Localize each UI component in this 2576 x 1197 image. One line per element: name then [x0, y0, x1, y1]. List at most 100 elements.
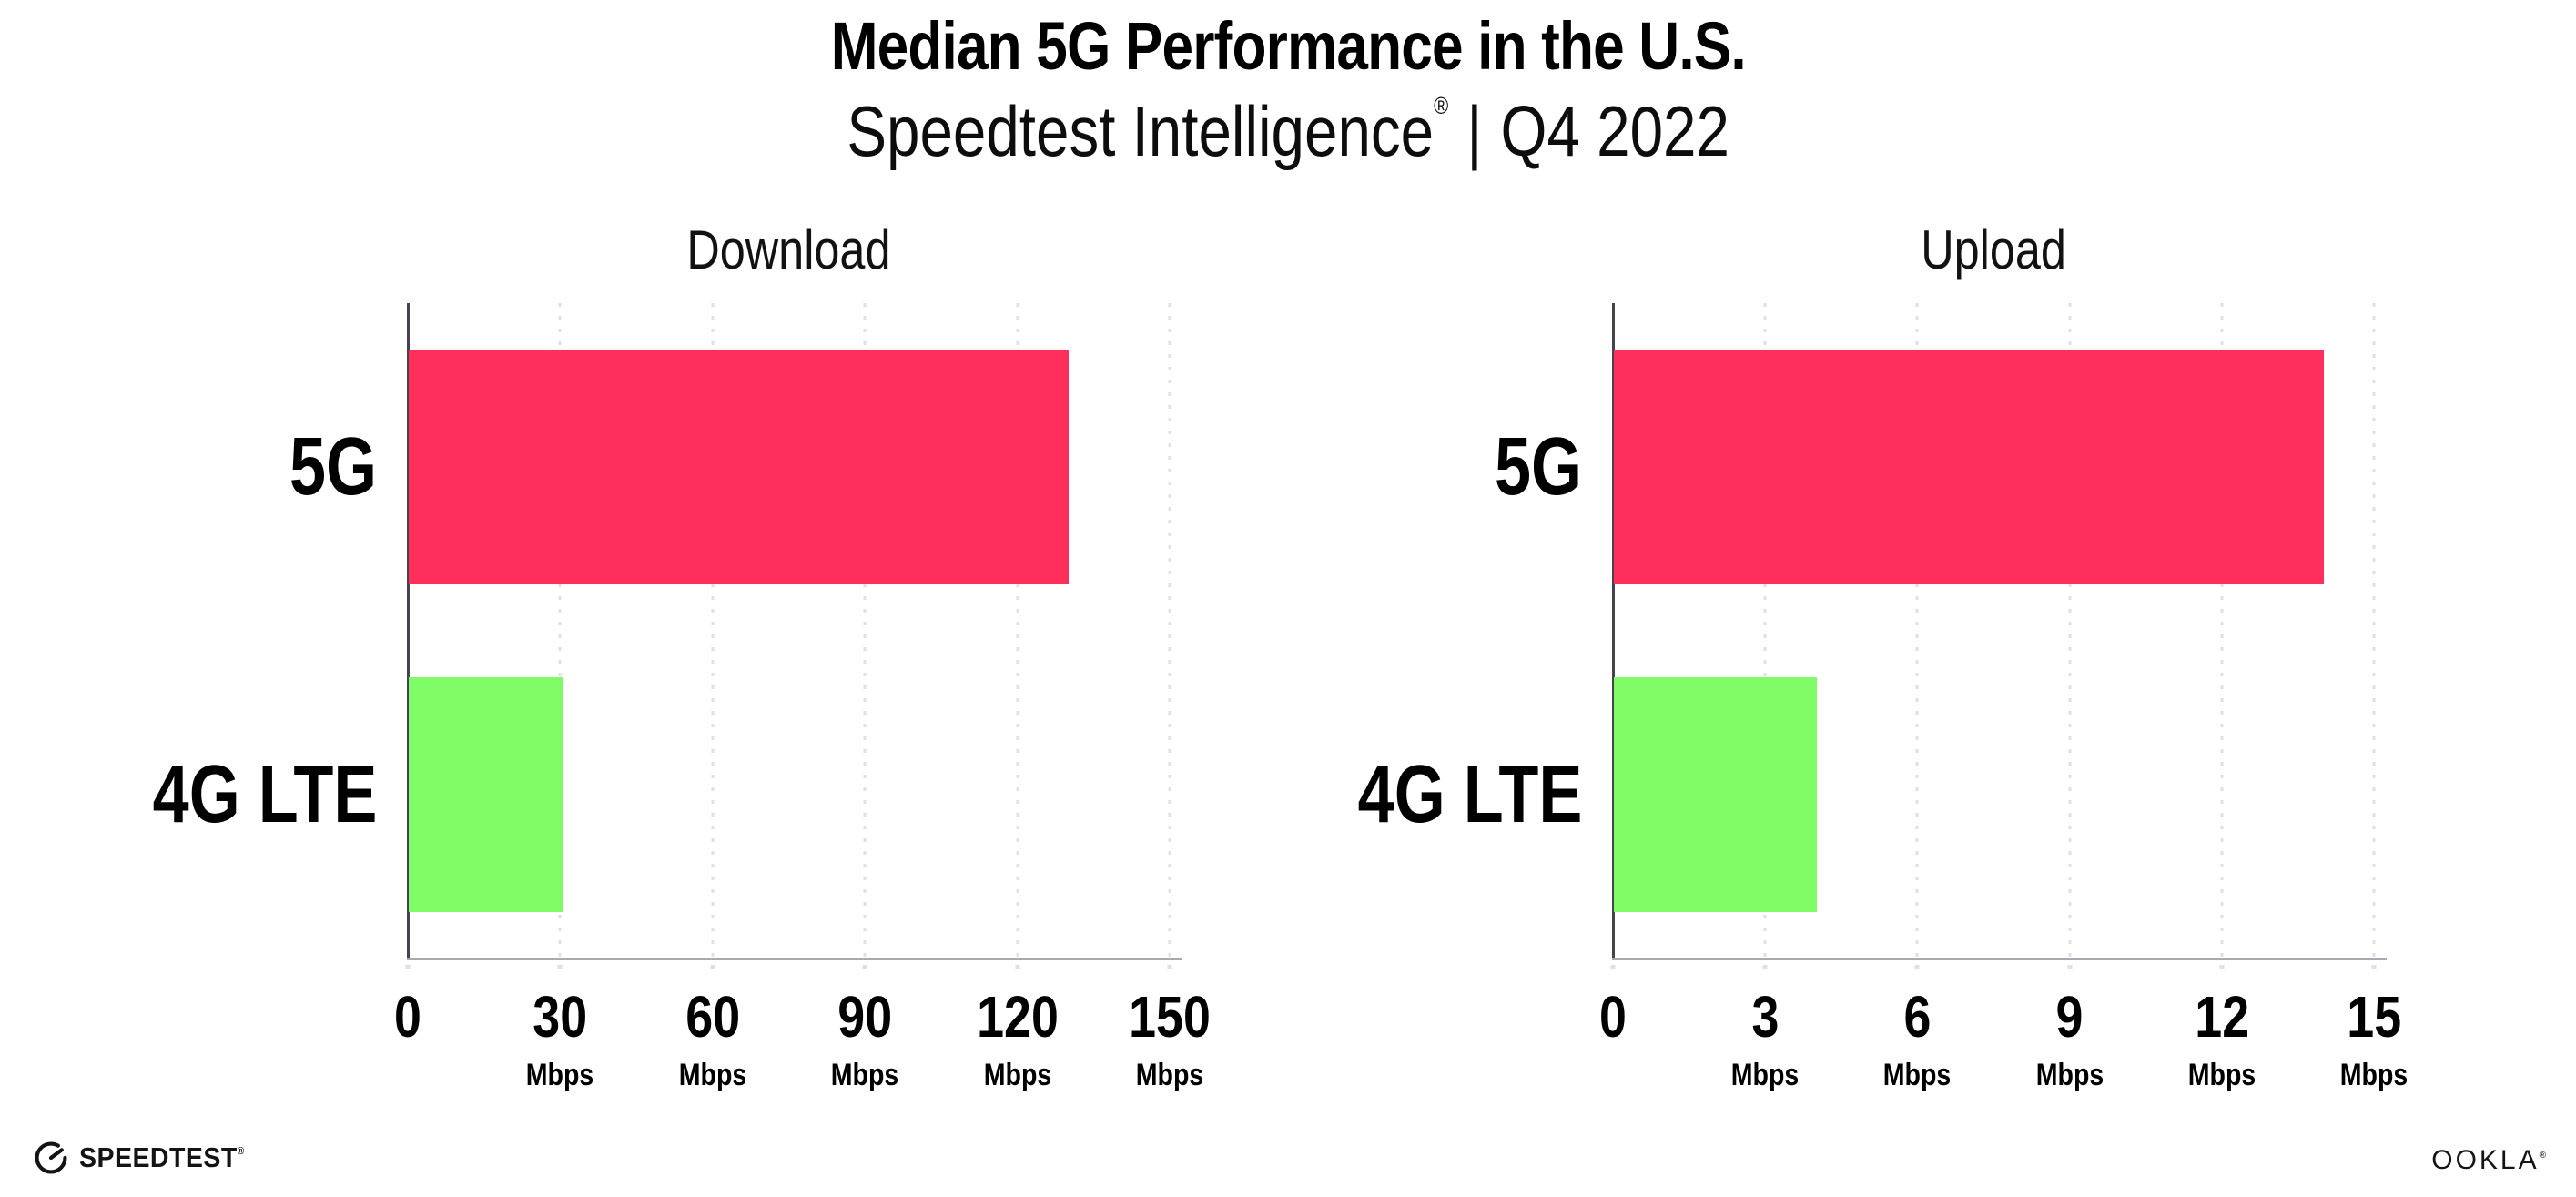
page-subtitle: Speedtest Intelligence® | Q4 2022	[0, 91, 2576, 173]
gridline-12	[2220, 303, 2224, 960]
tick-value: 30	[520, 988, 601, 1046]
page-title-text: Median 5G Performance in the U.S.	[830, 8, 1746, 84]
tick-unit-text: Mbps	[2187, 1058, 2257, 1092]
y-axis-line	[1612, 303, 1615, 959]
tick-unit-text: Mbps	[2035, 1058, 2104, 1092]
gridline-60	[711, 303, 715, 960]
upload-plot-area	[1610, 303, 2387, 969]
axis-tick-dot	[1914, 965, 1920, 969]
x-tick-0: 0	[1597, 959, 1629, 1046]
upload-chart-title-text: Upload	[1921, 219, 2066, 280]
y-axis-line	[407, 303, 410, 959]
tick-value: 0	[391, 988, 424, 1046]
axis-tick-dot	[1015, 965, 1020, 969]
tick-value: 12	[2181, 988, 2262, 1046]
tick-value-text: 30	[532, 984, 588, 1050]
subtitle-period: Q4 2022	[1500, 91, 1729, 171]
x-tick-3: 3 Mbps	[1725, 959, 1806, 1090]
download-plot-area	[405, 303, 1182, 969]
tick-unit: Mbps	[969, 1060, 1066, 1090]
x-tick-12: 12 Mbps	[2181, 959, 2262, 1090]
tick-value-text: 9	[2055, 984, 2084, 1050]
tick-value-text: 15	[2347, 984, 2401, 1050]
tick-value: 120	[969, 988, 1066, 1046]
tick-unit: Mbps	[2334, 1060, 2415, 1090]
x-tick-0: 0	[391, 959, 424, 1046]
axis-tick-dot	[862, 965, 867, 969]
axis-tick-dot	[2067, 965, 2073, 969]
axis-tick-dot	[2219, 965, 2225, 969]
category-label-5g: 5G	[0, 303, 377, 631]
tick-value: 9	[2029, 988, 2110, 1046]
tick-value-text: 6	[1903, 984, 1932, 1050]
gridline-15	[2372, 303, 2376, 960]
tick-unit-text: Mbps	[1883, 1058, 1952, 1092]
download-chart-title: Download	[408, 220, 1170, 280]
category-label-text: 4G LTE	[1357, 749, 1582, 840]
upload-x-axis-ticks: 0 3 Mbps 6 Mbps 9 Mbps 12 Mbps 15 Mbps	[1599, 959, 2408, 1113]
gridline-90	[863, 303, 867, 960]
ookla-label: OOKLA	[2431, 1145, 2540, 1175]
bar-4g-lte	[1614, 677, 1817, 912]
tick-unit: Mbps	[520, 1060, 601, 1090]
tick-unit-text: Mbps	[1135, 1058, 1204, 1092]
tick-value-text: 12	[2194, 984, 2249, 1050]
tick-unit-text: Mbps	[2339, 1058, 2409, 1092]
gridline-30	[558, 303, 562, 960]
upload-category-labels: 5G 4G LTE	[0, 303, 1582, 959]
gridline-150	[1168, 303, 1171, 960]
x-tick-60: 60 Mbps	[672, 959, 753, 1090]
download-category-labels: 5G 4G LTE	[0, 303, 377, 959]
tick-value: 3	[1725, 988, 1806, 1046]
bar-5g	[409, 350, 1070, 584]
x-tick-90: 90 Mbps	[825, 959, 906, 1090]
gridline-3	[1763, 303, 1767, 960]
axis-tick-dot	[405, 965, 411, 969]
tick-unit-text: Mbps	[678, 1058, 747, 1092]
x-axis-line	[1612, 958, 2387, 960]
category-label-text: 5G	[1494, 421, 1582, 512]
tick-unit: Mbps	[672, 1060, 753, 1090]
tick-unit-text: Mbps	[830, 1058, 899, 1092]
axis-tick-dot	[1610, 965, 1616, 969]
axis-tick-dot	[1167, 965, 1172, 969]
category-label-text: 4G LTE	[152, 749, 377, 840]
tick-value-text: 150	[1129, 984, 1211, 1050]
x-tick-15: 15 Mbps	[2334, 959, 2415, 1090]
tick-unit: Mbps	[2029, 1060, 2110, 1090]
tick-value-text: 0	[394, 984, 421, 1050]
x-tick-150: 150 Mbps	[1121, 959, 1219, 1090]
ookla-registered-mark: ®	[2539, 1151, 2546, 1161]
tick-value: 90	[825, 988, 906, 1046]
tick-value: 60	[672, 988, 753, 1046]
tick-unit: Mbps	[825, 1060, 906, 1090]
speedtest-gauge-icon	[33, 1140, 69, 1176]
category-label-4g-lte: 4G LTE	[0, 631, 377, 959]
x-tick-120: 120 Mbps	[969, 959, 1066, 1090]
tick-value-text: 90	[837, 984, 893, 1050]
axis-tick-dot	[557, 965, 563, 969]
subtitle-divider: |	[1466, 91, 1483, 171]
gridline-120	[1016, 303, 1019, 960]
speedtest-logo: SPEEDTEST®	[33, 1140, 259, 1176]
bar-5g	[1614, 350, 2325, 584]
x-tick-9: 9 Mbps	[2029, 959, 2110, 1090]
speedtest-label: SPEEDTEST	[79, 1141, 238, 1173]
speedtest-registered-mark: ®	[237, 1146, 245, 1157]
category-label-text: 5G	[289, 421, 377, 512]
speedtest-wordmark: SPEEDTEST®	[79, 1141, 259, 1174]
x-tick-6: 6 Mbps	[1877, 959, 1958, 1090]
download-chart-title-text: Download	[686, 219, 891, 280]
tick-unit: Mbps	[2181, 1060, 2262, 1090]
upload-chart-title: Upload	[1613, 220, 2374, 280]
page-title: Median 5G Performance in the U.S.	[0, 11, 2576, 82]
gridline-9	[2068, 303, 2072, 960]
axis-tick-dot	[2371, 965, 2377, 969]
tick-value-text: 0	[1599, 984, 1627, 1050]
bar-4g-lte	[409, 677, 564, 912]
x-axis-line	[407, 958, 1182, 960]
tick-unit: Mbps	[1877, 1060, 1958, 1090]
tick-value: 0	[1597, 988, 1629, 1046]
tick-value: 6	[1877, 988, 1958, 1046]
